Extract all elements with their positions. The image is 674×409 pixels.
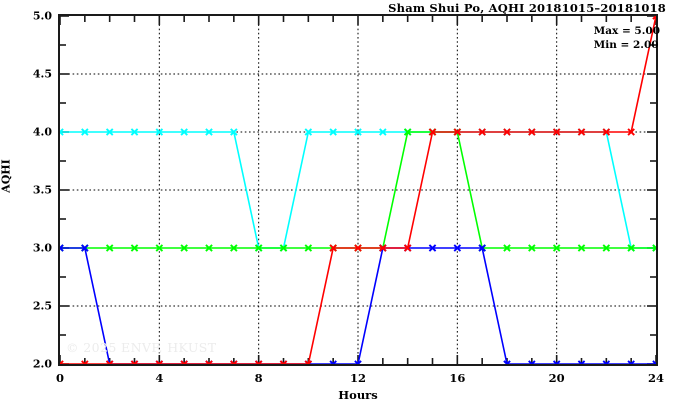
data-point [60, 244, 64, 252]
plot-area [58, 14, 658, 366]
x-tick-label: 8 [254, 371, 263, 385]
data-point [627, 128, 635, 136]
data-point [329, 360, 337, 364]
data-point [552, 128, 561, 136]
data-point [453, 128, 462, 136]
data-point [329, 128, 337, 136]
data-point [528, 360, 536, 364]
data-point [627, 244, 635, 252]
x-tick-label: 0 [55, 371, 65, 385]
y-tick-label: 2.5 [32, 299, 52, 313]
data-point [254, 360, 263, 364]
data-point [652, 244, 656, 252]
data-point [279, 244, 288, 252]
data-point [230, 360, 238, 364]
data-point [403, 244, 412, 252]
x-tick-label: 20 [548, 371, 565, 385]
data-point [602, 244, 611, 252]
data-point [130, 128, 139, 136]
y-tick-label: 4.5 [32, 67, 52, 81]
data-point [230, 244, 238, 252]
data-point [379, 244, 387, 252]
x-tick-label: 24 [647, 371, 665, 385]
data-point [180, 128, 188, 136]
legend-max: Max = 5.00 [593, 25, 660, 37]
data-point [81, 244, 89, 252]
data-point [577, 244, 586, 252]
data-point [155, 244, 164, 252]
data-point [130, 360, 139, 364]
data-point [627, 360, 635, 364]
data-point [354, 360, 362, 364]
data-point [428, 244, 437, 252]
data-point [528, 244, 536, 252]
chart-title: Sham Shui Po, AQHI 20181015–20181018 [388, 1, 666, 15]
data-point [205, 244, 213, 252]
data-point [304, 128, 313, 136]
data-point [155, 128, 164, 136]
data-point [180, 244, 188, 252]
data-point [60, 128, 64, 136]
x-tick-label: 4 [155, 371, 164, 385]
y-tick-label: 2.0 [32, 357, 52, 371]
data-point [304, 360, 313, 364]
data-point [503, 360, 511, 364]
data-point [81, 360, 89, 364]
data-point [180, 360, 188, 364]
data-point [503, 128, 511, 136]
data-point [652, 360, 656, 364]
data-point [577, 128, 586, 136]
y-tick-label: 3.0 [32, 241, 52, 255]
data-point [453, 244, 462, 252]
data-point [652, 16, 656, 20]
x-axis-label: Hours [338, 388, 378, 402]
data-point [478, 244, 486, 252]
data-point [279, 360, 288, 364]
data-point [552, 360, 561, 364]
data-point [304, 244, 313, 252]
data-point [428, 128, 437, 136]
x-tick-label: 12 [349, 371, 367, 385]
data-point [602, 360, 611, 364]
data-point [379, 128, 387, 136]
data-point [528, 128, 536, 136]
y-tick-label: 5.0 [32, 9, 52, 23]
data-point [205, 128, 213, 136]
data-point [105, 244, 114, 252]
data-point [329, 244, 337, 252]
data-point [354, 244, 362, 252]
series-day2 [60, 16, 656, 364]
data-point [81, 128, 89, 136]
data-point [602, 128, 611, 136]
data-point [105, 360, 114, 364]
x-tick-label: 16 [449, 371, 466, 385]
data-point [130, 244, 139, 252]
series-day1 [60, 244, 656, 364]
data-point [403, 128, 412, 136]
data-point [60, 360, 64, 364]
data-point [478, 128, 486, 136]
data-point [254, 244, 263, 252]
data-point [354, 128, 362, 136]
plot-canvas [60, 16, 656, 364]
data-point [155, 360, 164, 364]
data-point [230, 128, 238, 136]
data-point [503, 244, 511, 252]
legend-min: Min = 2.00 [593, 39, 659, 52]
y-tick-label: 4.0 [32, 125, 52, 139]
y-tick-label: 3.5 [32, 183, 52, 197]
legend-box: Max = 5.00 Min = 2.00 [594, 24, 660, 52]
data-point [552, 244, 561, 252]
data-point [205, 360, 213, 364]
data-point [577, 360, 586, 364]
y-axis-label: AQHI [0, 159, 13, 193]
data-point [105, 128, 114, 136]
